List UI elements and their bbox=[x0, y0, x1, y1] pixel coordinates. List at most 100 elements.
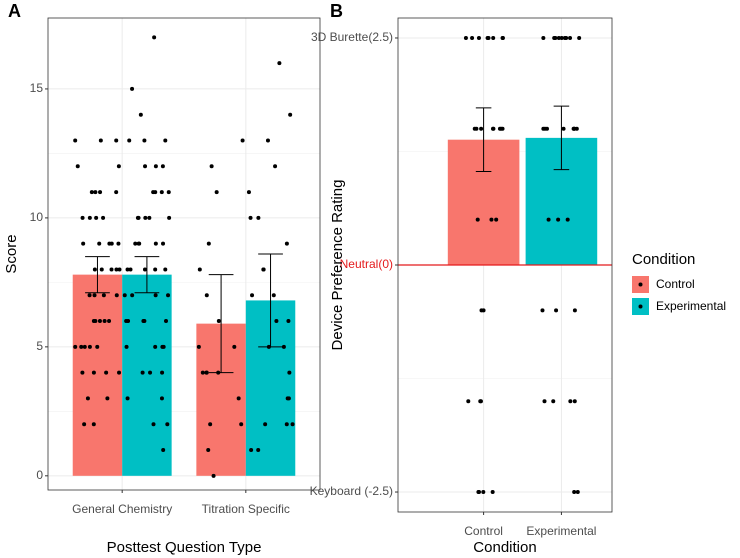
data-point bbox=[216, 319, 221, 324]
data-point bbox=[197, 267, 202, 272]
data-point bbox=[161, 448, 166, 453]
data-point bbox=[575, 490, 580, 495]
legend-label: Experimental bbox=[656, 299, 726, 313]
data-point bbox=[143, 164, 148, 169]
data-point bbox=[541, 35, 546, 40]
data-point bbox=[153, 190, 158, 195]
data-point bbox=[114, 190, 119, 195]
data-point bbox=[479, 308, 484, 313]
data-point bbox=[559, 35, 564, 40]
data-point bbox=[166, 293, 171, 298]
data-point bbox=[159, 396, 164, 401]
data-point bbox=[105, 396, 110, 401]
data-point bbox=[273, 164, 278, 169]
data-point bbox=[287, 370, 292, 375]
legend-label: Control bbox=[656, 277, 695, 291]
data-point bbox=[85, 396, 90, 401]
data-point bbox=[125, 396, 130, 401]
data-point bbox=[476, 35, 481, 40]
data-point bbox=[163, 138, 168, 143]
data-point bbox=[130, 86, 135, 91]
data-point bbox=[500, 35, 505, 40]
panel-border bbox=[397, 17, 613, 513]
data-point bbox=[232, 344, 237, 349]
data-point bbox=[204, 293, 209, 298]
data-point bbox=[290, 422, 295, 427]
data-point bbox=[73, 344, 78, 349]
data-point bbox=[89, 190, 94, 195]
data-point bbox=[204, 370, 209, 375]
data-point bbox=[160, 344, 165, 349]
data-point bbox=[209, 164, 214, 169]
data-point bbox=[164, 319, 169, 324]
data-point bbox=[256, 215, 261, 220]
data-point bbox=[114, 293, 119, 298]
data-point bbox=[214, 190, 219, 195]
data-point bbox=[556, 217, 561, 222]
error-bar bbox=[258, 253, 283, 348]
data-point bbox=[82, 422, 87, 427]
data-point bbox=[271, 293, 276, 298]
data-point bbox=[136, 215, 141, 220]
data-point bbox=[114, 138, 119, 143]
data-point bbox=[97, 241, 102, 246]
data-point bbox=[491, 35, 496, 40]
data-point bbox=[551, 399, 556, 404]
data-point bbox=[248, 215, 253, 220]
data-point bbox=[552, 35, 557, 40]
error-bar bbox=[553, 105, 570, 171]
data-point bbox=[98, 138, 103, 143]
data-point bbox=[141, 319, 146, 324]
x-tick-label: Titration Specific bbox=[202, 502, 290, 516]
data-point bbox=[476, 490, 481, 495]
data-point bbox=[572, 308, 577, 313]
data-point bbox=[140, 370, 145, 375]
data-point bbox=[545, 126, 550, 131]
error-bar bbox=[134, 256, 160, 294]
data-point bbox=[568, 399, 573, 404]
data-point bbox=[475, 217, 480, 222]
data-point bbox=[556, 35, 561, 40]
data-point bbox=[281, 344, 286, 349]
data-point bbox=[249, 448, 254, 453]
data-point bbox=[265, 138, 270, 143]
data-point bbox=[256, 448, 261, 453]
data-point bbox=[284, 241, 289, 246]
data-point bbox=[101, 215, 106, 220]
data-point bbox=[153, 241, 158, 246]
data-point bbox=[540, 308, 545, 313]
data-point bbox=[147, 215, 152, 220]
data-point bbox=[153, 267, 158, 272]
data-point bbox=[261, 267, 266, 272]
x-tick-label: Experimental bbox=[526, 524, 596, 538]
data-point bbox=[128, 267, 133, 272]
data-point bbox=[99, 267, 104, 272]
data-point bbox=[200, 370, 205, 375]
data-point bbox=[116, 164, 121, 169]
data-point bbox=[546, 217, 551, 222]
data-point bbox=[463, 35, 468, 40]
data-point bbox=[75, 164, 80, 169]
data-point bbox=[565, 217, 570, 222]
data-point bbox=[490, 126, 495, 131]
data-point bbox=[474, 126, 479, 131]
data-point bbox=[165, 422, 170, 427]
data-point bbox=[97, 319, 102, 324]
y-tick-label: 0 bbox=[36, 468, 43, 482]
data-point bbox=[153, 344, 158, 349]
data-point bbox=[148, 370, 153, 375]
data-point bbox=[542, 399, 547, 404]
y-tick-label: 10 bbox=[30, 210, 44, 224]
data-point bbox=[125, 267, 130, 272]
x-tick-label: Control bbox=[464, 524, 503, 538]
data-point bbox=[288, 112, 293, 117]
data-point bbox=[206, 241, 211, 246]
data-point bbox=[152, 35, 157, 40]
data-point bbox=[81, 241, 86, 246]
data-point bbox=[91, 422, 96, 427]
data-point bbox=[80, 370, 85, 375]
data-point bbox=[92, 267, 97, 272]
data-point bbox=[160, 370, 165, 375]
data-point bbox=[93, 319, 98, 324]
y-tick-label: 15 bbox=[30, 81, 44, 95]
